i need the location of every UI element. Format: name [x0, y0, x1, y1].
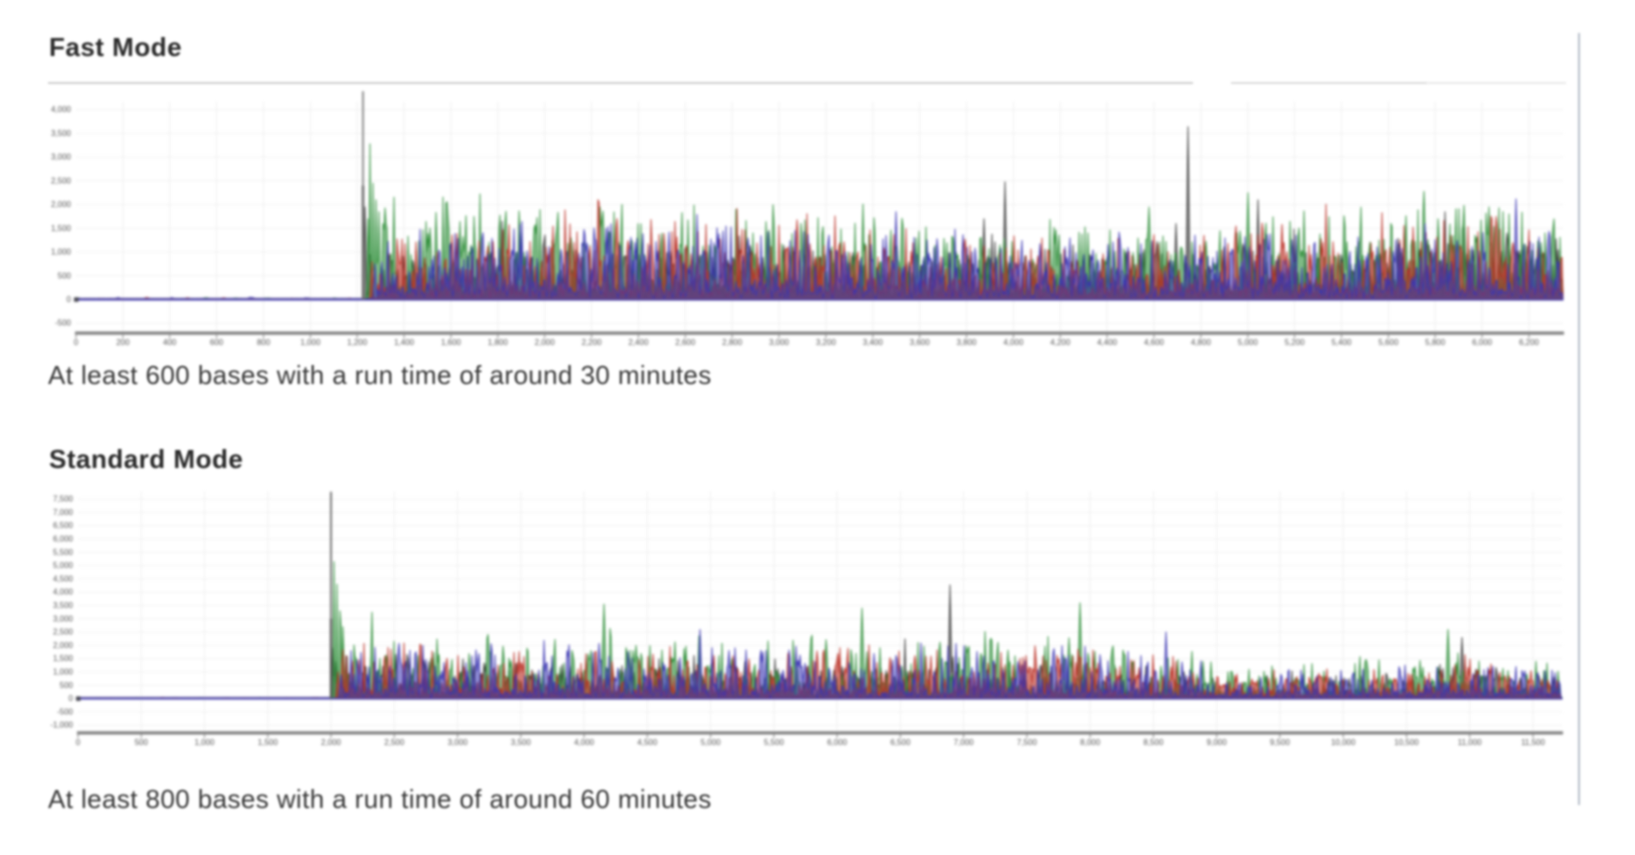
- svg-text:4,500: 4,500: [637, 738, 658, 747]
- svg-text:7,500: 7,500: [1017, 738, 1038, 747]
- svg-text:4,000: 4,000: [1003, 338, 1024, 347]
- svg-text:7,000: 7,000: [954, 738, 975, 747]
- svg-text:3,500: 3,500: [51, 129, 72, 138]
- svg-text:8,500: 8,500: [1143, 738, 1164, 747]
- svg-text:6,200: 6,200: [1519, 338, 1540, 347]
- svg-text:2,200: 2,200: [582, 338, 603, 347]
- svg-text:3,400: 3,400: [863, 338, 884, 347]
- svg-text:3,000: 3,000: [53, 614, 74, 623]
- svg-text:2,600: 2,600: [675, 338, 696, 347]
- svg-text:4,500: 4,500: [53, 574, 74, 583]
- svg-text:6,500: 6,500: [890, 738, 911, 747]
- svg-text:3,600: 3,600: [910, 338, 931, 347]
- svg-text:8,000: 8,000: [1080, 738, 1101, 747]
- svg-text:0: 0: [69, 694, 74, 703]
- svg-text:7,500: 7,500: [53, 495, 74, 504]
- svg-text:-500: -500: [55, 319, 72, 328]
- svg-text:2,000: 2,000: [535, 338, 556, 347]
- svg-text:5,000: 5,000: [701, 738, 722, 747]
- svg-text:10,500: 10,500: [1394, 738, 1419, 747]
- svg-text:11,500: 11,500: [1521, 738, 1545, 747]
- svg-text:3,500: 3,500: [511, 738, 532, 747]
- svg-text:2,000: 2,000: [53, 641, 74, 650]
- svg-text:4,600: 4,600: [1144, 338, 1165, 347]
- svg-text:-1,000: -1,000: [50, 721, 73, 730]
- svg-text:5,200: 5,200: [1285, 338, 1306, 347]
- svg-text:400: 400: [163, 338, 177, 347]
- svg-text:0: 0: [74, 338, 79, 347]
- svg-text:1,500: 1,500: [53, 654, 74, 663]
- svg-text:2,500: 2,500: [53, 628, 74, 637]
- svg-text:2,400: 2,400: [628, 338, 649, 347]
- svg-text:5,000: 5,000: [53, 561, 74, 570]
- svg-text:1,500: 1,500: [258, 738, 279, 747]
- svg-text:2,500: 2,500: [384, 738, 405, 747]
- svg-text:2,500: 2,500: [51, 176, 72, 185]
- svg-text:9,000: 9,000: [1207, 738, 1228, 747]
- svg-text:3,000: 3,000: [769, 338, 790, 347]
- svg-text:600: 600: [210, 338, 224, 347]
- svg-text:0: 0: [76, 738, 81, 747]
- svg-text:6,000: 6,000: [827, 738, 848, 747]
- svg-text:1,000: 1,000: [300, 338, 321, 347]
- svg-text:-500: -500: [57, 707, 74, 716]
- svg-text:1,500: 1,500: [51, 224, 72, 233]
- svg-text:6,500: 6,500: [53, 521, 74, 530]
- svg-text:4,000: 4,000: [51, 105, 72, 114]
- svg-text:0: 0: [67, 295, 72, 304]
- svg-text:5,400: 5,400: [1331, 338, 1352, 347]
- svg-text:2,000: 2,000: [51, 200, 72, 209]
- svg-text:3,500: 3,500: [53, 601, 74, 610]
- svg-text:1,000: 1,000: [194, 738, 215, 747]
- svg-text:1,600: 1,600: [441, 338, 462, 347]
- svg-text:1,200: 1,200: [347, 338, 368, 347]
- svg-text:5,800: 5,800: [1425, 338, 1446, 347]
- svg-text:500: 500: [60, 681, 74, 690]
- svg-text:9,500: 9,500: [1270, 738, 1291, 747]
- svg-text:5,000: 5,000: [1238, 338, 1259, 347]
- svg-text:3,800: 3,800: [956, 338, 977, 347]
- svg-text:4,800: 4,800: [1191, 338, 1212, 347]
- svg-text:6,000: 6,000: [1472, 338, 1493, 347]
- svg-text:1,000: 1,000: [53, 668, 74, 677]
- svg-text:1,400: 1,400: [394, 338, 415, 347]
- svg-text:3,000: 3,000: [448, 738, 469, 747]
- svg-text:4,000: 4,000: [53, 588, 74, 597]
- svg-text:500: 500: [135, 738, 149, 747]
- svg-text:10,000: 10,000: [1331, 738, 1356, 747]
- svg-text:6,000: 6,000: [53, 535, 74, 544]
- svg-text:500: 500: [58, 271, 72, 280]
- svg-text:200: 200: [116, 338, 130, 347]
- svg-text:1,800: 1,800: [488, 338, 509, 347]
- svg-text:3,000: 3,000: [51, 153, 72, 162]
- svg-text:2,800: 2,800: [722, 338, 743, 347]
- svg-text:5,500: 5,500: [53, 548, 74, 557]
- svg-text:5,600: 5,600: [1378, 338, 1399, 347]
- svg-text:7,000: 7,000: [53, 508, 74, 517]
- svg-text:11,000: 11,000: [1458, 738, 1482, 747]
- svg-text:800: 800: [257, 338, 271, 347]
- svg-text:5,500: 5,500: [764, 738, 785, 747]
- svg-text:3,200: 3,200: [816, 338, 837, 347]
- svg-text:4,000: 4,000: [574, 738, 595, 747]
- svg-text:4,400: 4,400: [1097, 338, 1118, 347]
- svg-text:1,000: 1,000: [51, 248, 72, 257]
- svg-text:2,000: 2,000: [321, 738, 342, 747]
- svg-text:4,200: 4,200: [1050, 338, 1071, 347]
